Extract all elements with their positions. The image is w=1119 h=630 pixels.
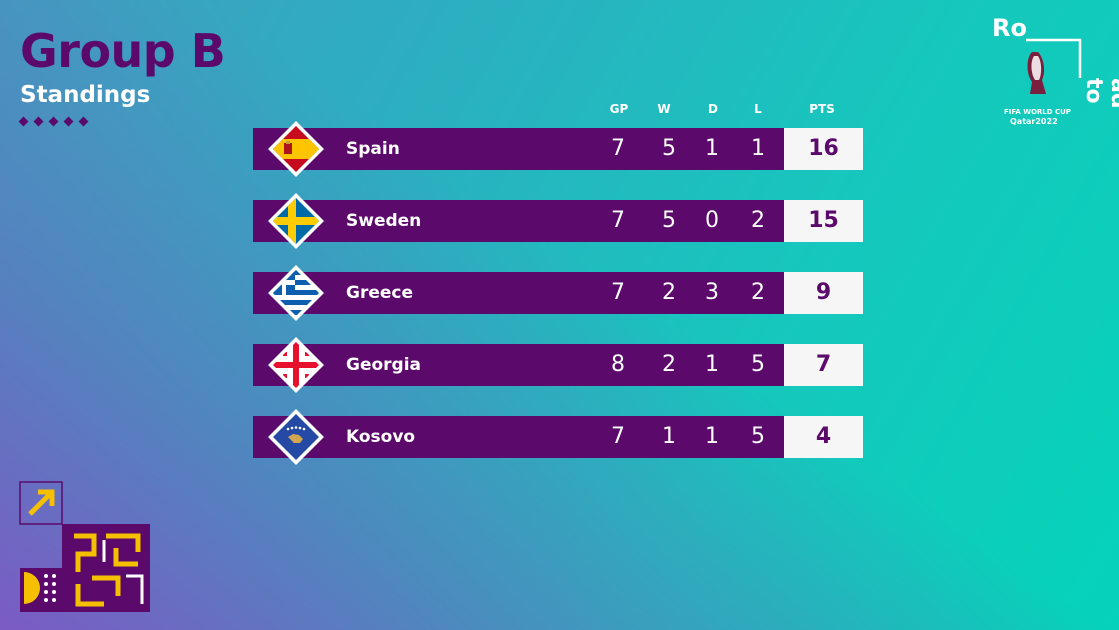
row-bar: [253, 272, 784, 314]
table-row: Greece 7 2 3 2 9: [253, 265, 863, 321]
points-cell-background: [784, 416, 863, 458]
column-header-d: D: [708, 102, 718, 116]
points-cell-background: [784, 344, 863, 386]
arrow-up-right-icon: [28, 489, 55, 516]
diamond-dot-icon: [48, 116, 59, 127]
table-row: Georgia 8 2 1 5 7: [253, 337, 863, 393]
row-bar: [253, 128, 784, 170]
event-edition: Qatar2022: [1010, 117, 1058, 126]
stat-w: 1: [662, 424, 676, 449]
diamond-dot-icon: [78, 116, 89, 127]
road-to-word-adto: ad to: [1081, 78, 1119, 109]
road-to-frame-icon: [1026, 38, 1082, 94]
column-header-l: L: [754, 102, 762, 116]
road-to-word-ro: Ro: [992, 14, 1027, 42]
stat-w: 2: [662, 352, 676, 377]
table-row: Spain 7 5 1 1 16: [253, 121, 863, 177]
stat-l: 1: [751, 136, 765, 161]
column-header-gp: GP: [609, 102, 629, 116]
stat-pts: 4: [815, 424, 832, 449]
stat-l: 5: [751, 424, 765, 449]
stat-d: 1: [705, 352, 719, 377]
stat-l: 2: [751, 208, 765, 233]
stat-gp: 7: [611, 280, 625, 305]
team-name: Greece: [346, 283, 414, 303]
stat-gp: 8: [611, 352, 625, 377]
stat-pts: 16: [808, 136, 839, 161]
stat-d: 1: [705, 424, 719, 449]
standings-header: GP W D L PTS: [0, 102, 1119, 118]
stat-d: 0: [705, 208, 719, 233]
column-header-w: W: [657, 102, 671, 116]
stat-pts: 7: [815, 352, 832, 377]
row-bar: [253, 416, 784, 458]
stat-gp: 7: [611, 424, 625, 449]
stat-d: 3: [705, 280, 719, 305]
column-header-pts: PTS: [809, 102, 835, 116]
diamond-dot-icon: [63, 116, 74, 127]
diamond-dot-icon: [33, 116, 44, 127]
table-row: Sweden 7 5 0 2 15: [253, 193, 863, 249]
stat-l: 2: [751, 280, 765, 305]
georgia-flag-icon: [267, 336, 325, 394]
stat-pts: 9: [815, 280, 832, 305]
row-bar: [253, 344, 784, 386]
stat-d: 1: [705, 136, 719, 161]
road-to-qatar-logo: Ro ad to FIFA WORLD CUP Qatar2022: [986, 14, 1119, 138]
stat-w: 5: [662, 208, 676, 233]
points-cell-background: [784, 200, 863, 242]
team-name: Georgia: [346, 355, 422, 375]
page-title: Group B: [20, 24, 226, 78]
stat-w: 5: [662, 136, 676, 161]
diamond-dot-icon: [18, 116, 29, 127]
greece-flag-icon: [267, 264, 325, 322]
page-subtitle: Standings: [20, 82, 151, 108]
kosovo-flag-icon: [267, 408, 325, 466]
decorative-pattern: [18, 480, 153, 615]
arrow-box-outline-icon: [19, 481, 63, 525]
stat-w: 2: [662, 280, 676, 305]
table-row: Kosovo 7 1 1 5 4: [253, 409, 863, 465]
sweden-flag-icon: [267, 192, 325, 250]
spain-flag-icon: [267, 120, 325, 178]
row-bar: [253, 200, 784, 242]
team-name: Sweden: [346, 211, 422, 231]
stat-pts: 15: [808, 208, 839, 233]
stat-gp: 7: [611, 208, 625, 233]
team-name: Spain: [346, 139, 400, 159]
points-cell-background: [784, 272, 863, 314]
points-cell-background: [784, 128, 863, 170]
stat-gp: 7: [611, 136, 625, 161]
event-name: FIFA WORLD CUP: [1004, 108, 1071, 116]
team-name: Kosovo: [346, 427, 416, 447]
stat-l: 5: [751, 352, 765, 377]
decorative-dots: [18, 116, 89, 127]
